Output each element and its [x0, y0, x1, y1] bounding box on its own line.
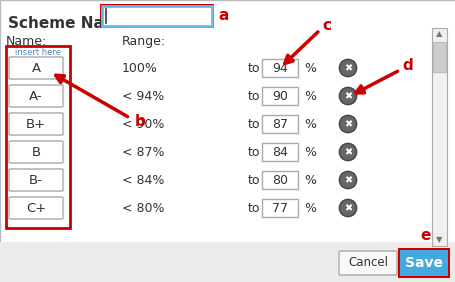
- FancyBboxPatch shape: [9, 85, 63, 107]
- Text: C+: C+: [26, 202, 46, 215]
- Text: 77: 77: [271, 202, 288, 215]
- Text: e: e: [420, 228, 430, 243]
- FancyBboxPatch shape: [9, 57, 63, 79]
- FancyBboxPatch shape: [399, 250, 447, 276]
- Circle shape: [340, 173, 355, 188]
- Text: %: %: [303, 146, 315, 158]
- Text: B: B: [31, 146, 40, 158]
- Text: < 80%: < 80%: [122, 202, 164, 215]
- Circle shape: [338, 143, 356, 161]
- Circle shape: [338, 87, 356, 105]
- FancyBboxPatch shape: [338, 251, 396, 275]
- FancyBboxPatch shape: [9, 113, 63, 135]
- FancyBboxPatch shape: [397, 248, 449, 278]
- FancyBboxPatch shape: [262, 115, 298, 133]
- Text: ✖: ✖: [343, 120, 351, 129]
- Text: < 90%: < 90%: [122, 118, 164, 131]
- Text: insert here: insert here: [15, 48, 61, 57]
- Text: 100%: 100%: [122, 61, 157, 74]
- Circle shape: [340, 116, 355, 131]
- FancyBboxPatch shape: [262, 171, 298, 189]
- Circle shape: [340, 61, 355, 76]
- Text: ✖: ✖: [343, 91, 351, 102]
- Text: to: to: [248, 173, 260, 186]
- Text: 90: 90: [272, 89, 287, 102]
- Text: ▲: ▲: [435, 30, 442, 39]
- Text: Save: Save: [404, 256, 442, 270]
- Circle shape: [340, 144, 355, 160]
- Text: to: to: [248, 61, 260, 74]
- Text: c: c: [321, 19, 330, 34]
- FancyBboxPatch shape: [102, 6, 212, 26]
- Text: to: to: [248, 202, 260, 215]
- Text: < 84%: < 84%: [122, 173, 164, 186]
- FancyBboxPatch shape: [100, 4, 213, 28]
- Text: to: to: [248, 118, 260, 131]
- FancyBboxPatch shape: [262, 59, 298, 77]
- Text: to: to: [248, 89, 260, 102]
- Circle shape: [338, 199, 356, 217]
- FancyBboxPatch shape: [262, 199, 298, 217]
- Text: a: a: [217, 8, 228, 23]
- Text: ✖: ✖: [343, 175, 351, 186]
- Text: 84: 84: [272, 146, 287, 158]
- Text: %: %: [303, 89, 315, 102]
- FancyBboxPatch shape: [432, 42, 445, 72]
- Circle shape: [338, 59, 356, 77]
- Text: Name:: Name:: [6, 35, 47, 48]
- Text: %: %: [303, 118, 315, 131]
- Circle shape: [340, 89, 355, 103]
- Text: B-: B-: [29, 173, 43, 186]
- FancyBboxPatch shape: [9, 197, 63, 219]
- FancyBboxPatch shape: [0, 242, 455, 282]
- Text: ✖: ✖: [343, 63, 351, 74]
- Text: < 87%: < 87%: [122, 146, 164, 158]
- Text: Scheme Name: Scheme Name: [8, 16, 130, 31]
- Text: ✖: ✖: [343, 204, 351, 213]
- FancyBboxPatch shape: [431, 28, 446, 246]
- Text: 80: 80: [271, 173, 288, 186]
- Text: ▼: ▼: [435, 235, 442, 244]
- Text: 87: 87: [271, 118, 288, 131]
- Text: Cancel: Cancel: [347, 257, 387, 270]
- Text: A: A: [31, 61, 40, 74]
- Text: B+: B+: [26, 118, 46, 131]
- Circle shape: [338, 171, 356, 189]
- Text: 94: 94: [272, 61, 287, 74]
- Text: < 94%: < 94%: [122, 89, 164, 102]
- Text: Range:: Range:: [122, 35, 166, 48]
- Text: d: d: [401, 58, 412, 74]
- FancyBboxPatch shape: [262, 143, 298, 161]
- Text: b: b: [135, 114, 146, 129]
- FancyBboxPatch shape: [262, 87, 298, 105]
- Text: %: %: [303, 173, 315, 186]
- Circle shape: [338, 115, 356, 133]
- FancyBboxPatch shape: [9, 141, 63, 163]
- Text: to: to: [248, 146, 260, 158]
- Circle shape: [340, 201, 355, 215]
- FancyBboxPatch shape: [6, 46, 70, 228]
- Text: A-: A-: [29, 89, 43, 102]
- Text: ✖: ✖: [343, 147, 351, 158]
- Text: %: %: [303, 202, 315, 215]
- Text: %: %: [303, 61, 315, 74]
- FancyBboxPatch shape: [9, 169, 63, 191]
